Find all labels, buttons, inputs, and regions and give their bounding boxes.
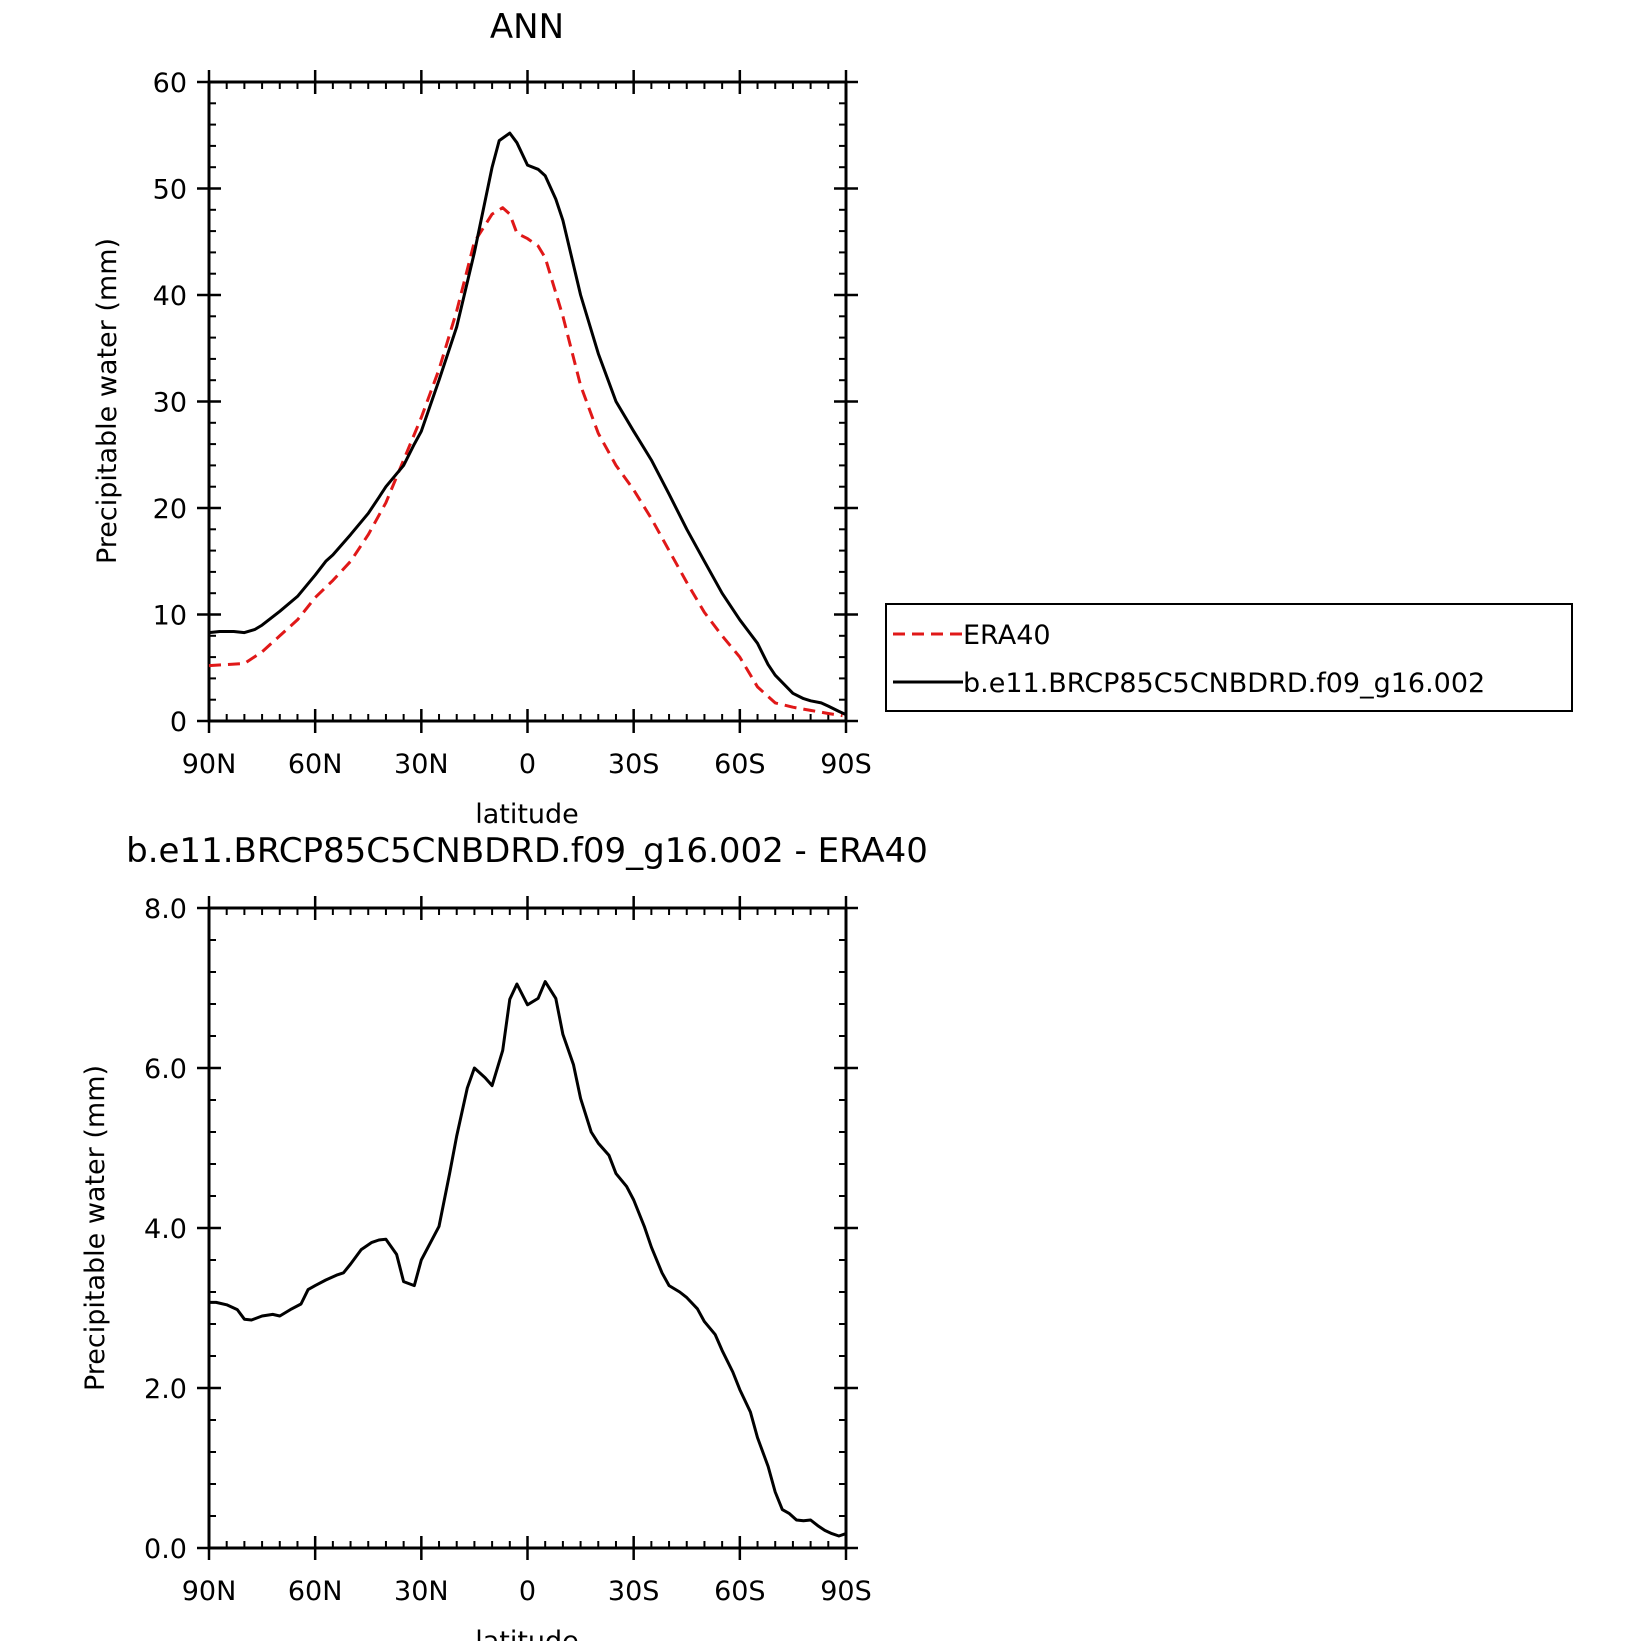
axis-ticks	[197, 70, 858, 733]
y-axis-tick-labels: 0 10 20 30 40 50 60	[153, 68, 187, 738]
x-tick-label: 0	[519, 749, 536, 780]
y-tick-label: 8.0	[144, 894, 187, 925]
y-tick-label: 10	[153, 601, 187, 632]
series-lines	[209, 980, 847, 1538]
x-axis-tick-labels: 90N 60N 30N 0 30S 60S 90S	[182, 749, 872, 780]
x-axis-tick-labels: 90N 60N 30N 0 30S 60S 90S	[182, 1576, 872, 1607]
x-tick-label: 30N	[394, 1576, 449, 1607]
x-tick-label: 90N	[182, 749, 237, 780]
model-line	[208, 131, 847, 716]
y-tick-label: 40	[153, 281, 187, 312]
axis-ticks	[197, 896, 858, 1560]
x-tick-label: 30S	[608, 1576, 660, 1607]
x-tick-label: 90S	[820, 749, 872, 780]
annual-precipitable-water-panel: ANN 0 10 20 30 40 50 60 90N 60N 30N 0 30S 60S 90S la…	[92, 7, 1573, 830]
x-tick-label: 30N	[394, 749, 449, 780]
y-tick-label: 4.0	[144, 1214, 187, 1245]
chart-title: b.e11.BRCP85C5CNBDRD.f09_g16.002 - ERA40	[126, 831, 928, 871]
y-axis-label: Precipitable water (mm)	[80, 1065, 111, 1391]
legend-box	[885, 603, 1573, 712]
y-tick-label: 50	[153, 175, 187, 206]
y-tick-label: 6.0	[144, 1054, 187, 1085]
x-tick-label: 30S	[608, 749, 660, 780]
x-tick-label: 60S	[714, 1576, 766, 1607]
legend-label-era40: ERA40	[963, 620, 1051, 651]
y-tick-label: 30	[153, 388, 187, 419]
x-tick-label: 60N	[288, 1576, 343, 1607]
y-axis-label: Precipitable water (mm)	[92, 238, 123, 564]
x-tick-label: 60S	[714, 749, 766, 780]
difference-line	[209, 980, 847, 1538]
y-axis-tick-labels: 0.0 2.0 4.0 6.0 8.0	[144, 894, 187, 1565]
legend: ERA40 b.e11.BRCP85C5CNBDRD.f09_g16.002	[885, 603, 1573, 712]
x-axis-label: latitude	[475, 799, 579, 830]
y-tick-label: 20	[153, 494, 187, 525]
y-tick-label: 0	[170, 707, 187, 738]
series-lines	[208, 131, 847, 718]
x-tick-label: 60N	[288, 749, 343, 780]
x-axis-label: latitude	[475, 1626, 579, 1641]
plot-frame	[207, 80, 848, 723]
legend-label-model: b.e11.BRCP85C5CNBDRD.f09_g16.002	[963, 668, 1485, 699]
y-tick-label: 2.0	[144, 1374, 187, 1405]
y-tick-label: 60	[153, 68, 187, 99]
era40-line	[208, 206, 843, 718]
y-tick-label: 0.0	[144, 1534, 187, 1565]
chart-title: ANN	[490, 7, 564, 47]
difference-panel: b.e11.BRCP85C5CNBDRD.f09_g16.002 - ERA40…	[80, 831, 928, 1641]
x-tick-label: 90N	[182, 1576, 237, 1607]
x-tick-label: 0	[519, 1576, 536, 1607]
x-tick-label: 90S	[820, 1576, 872, 1607]
